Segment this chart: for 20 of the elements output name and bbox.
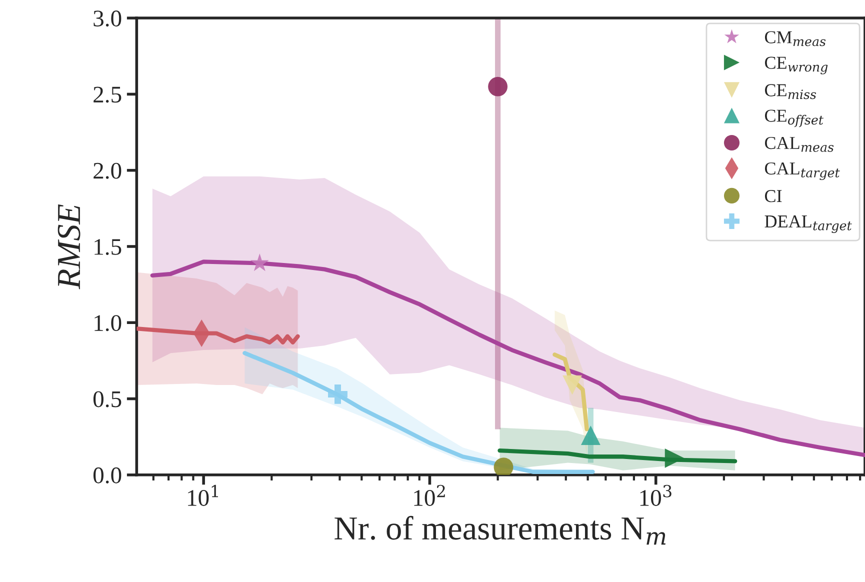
x-tick-label: 10$^{3}$: [640, 484, 672, 506]
legend-label: CAL$_{meas}$: [764, 136, 834, 152]
y-tick-label: 1.0: [94, 315, 122, 332]
y-axis-title: RMSE: [58, 204, 80, 290]
legend-label: CE$_{offset}$: [764, 110, 824, 128]
x-axis-title: Nr. of measurements N$_{m}$: [334, 516, 666, 545]
legend-label: CE$_{wrong}$: [764, 56, 828, 74]
legend-label: DEAL$_{target}$: [764, 215, 852, 233]
x-tick-label: 10$^{2}$: [414, 484, 445, 506]
y-tick-label: 2.5: [94, 86, 122, 103]
y-tick-label: 1.5: [94, 239, 122, 256]
legend-label: CM$_{meas}$: [764, 31, 826, 46]
y-tick-label: 3.0: [94, 10, 122, 27]
y-tick-label: 0.0: [93, 467, 122, 484]
x-tick-label: 10$^{1}$: [188, 484, 218, 506]
y-tick-label: 2.0: [94, 162, 122, 179]
legend-label: CI: [764, 190, 782, 202]
y-tick-label: 0.5: [93, 391, 122, 408]
legend-label: CAL$_{target}$: [764, 162, 840, 180]
legend-label: CE$_{miss}$: [764, 84, 816, 100]
